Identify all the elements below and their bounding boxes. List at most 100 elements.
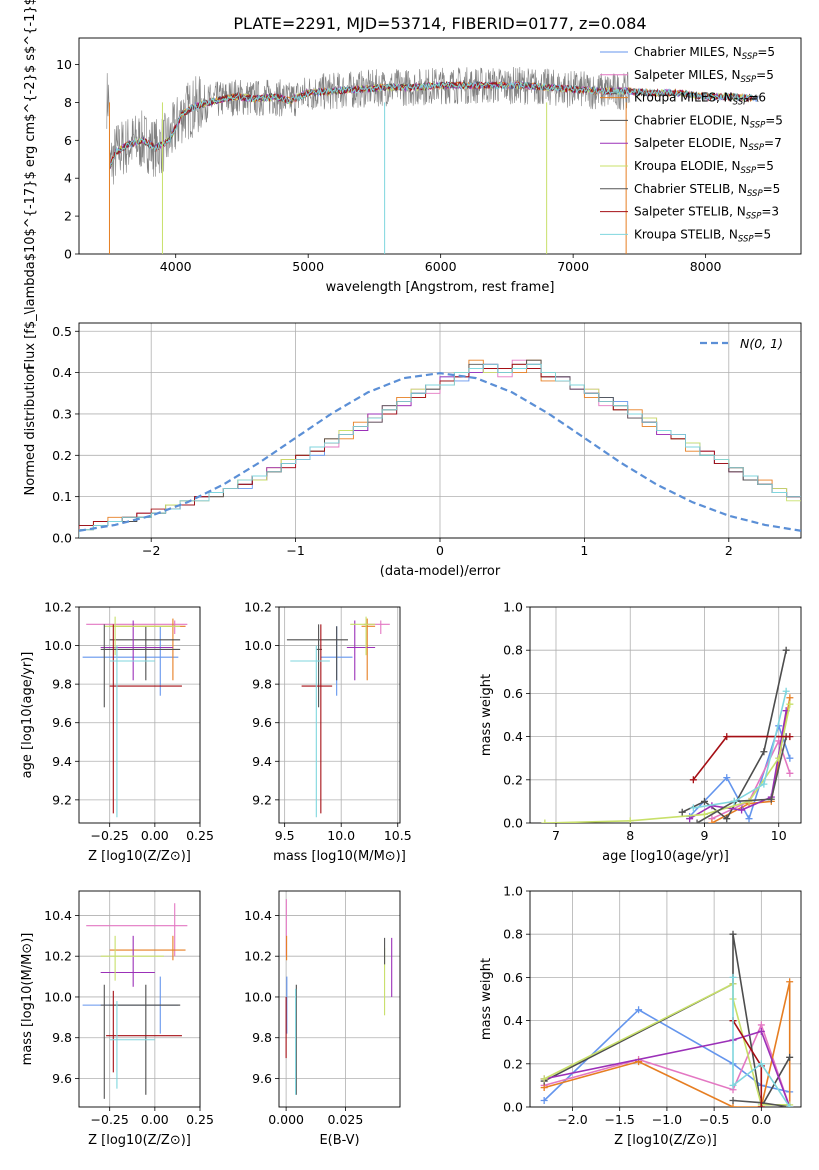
observed-spectrum bbox=[106, 66, 631, 185]
panel-z-age: −0.25 0.00 0.25 9.2 9.4 9.6 9.8 10.0 10.2 Z [log1… bbox=[20, 600, 214, 865]
plot-frame bbox=[78, 606, 201, 824]
panel-z-weight: −2.0 −1.5 −1.0 −0.5 0.0 0.0 0.2 0.4 0.6 0.8 1.0 Z [… bbox=[479, 884, 802, 1148]
x-tick-label: 0.0 bbox=[751, 1112, 771, 1127]
x-tick-label: 1 bbox=[580, 543, 588, 558]
x-tick-label: −0.25 bbox=[91, 828, 129, 843]
x-tick-label: 5000 bbox=[292, 259, 324, 274]
weight-point-marker bbox=[700, 797, 708, 805]
weight-point-marker bbox=[786, 700, 794, 708]
x-tick-label: 0.00 bbox=[141, 828, 169, 843]
y-tick-label: 0.2 bbox=[52, 448, 72, 463]
weight-point-marker bbox=[678, 808, 686, 816]
y-tick-label: 9.2 bbox=[52, 792, 72, 807]
y-tick-label: 10.2 bbox=[244, 949, 272, 964]
weight-point-marker bbox=[760, 780, 768, 788]
y-tick-label: 9.8 bbox=[252, 677, 272, 692]
weight-series-line bbox=[543, 981, 791, 1107]
weight-series-line bbox=[544, 704, 791, 823]
model-spectrum-line bbox=[109, 80, 753, 168]
model-spectrum-line bbox=[109, 80, 753, 168]
weight-point-marker bbox=[693, 819, 701, 823]
x-tick-label: −1 bbox=[286, 543, 304, 558]
weight-point-marker bbox=[730, 797, 738, 805]
plot-frame bbox=[529, 606, 802, 824]
y-axis-label: mass weight bbox=[479, 674, 494, 756]
y-tick-label: 9.2 bbox=[252, 792, 272, 807]
x-tick-label: −1.0 bbox=[652, 1112, 682, 1127]
weight-point-marker bbox=[689, 776, 697, 784]
y-tick-label: 0 bbox=[64, 247, 72, 262]
x-tick-label: 9.5 bbox=[275, 828, 295, 843]
x-tick-label: −1.5 bbox=[605, 1112, 635, 1127]
y-tick-label: 6 bbox=[64, 133, 72, 148]
y-tick-label: 10.0 bbox=[244, 638, 272, 653]
y-tick-label: 10.0 bbox=[44, 989, 72, 1004]
weight-series-line bbox=[681, 650, 787, 820]
x-tick-label: 10.5 bbox=[384, 828, 412, 843]
x-tick-label: 10.0 bbox=[327, 828, 355, 843]
y-tick-label: 9.4 bbox=[252, 754, 272, 769]
x-tick-label: 7 bbox=[552, 828, 560, 843]
panel-mass-age: 9.5 10.0 10.5 9.2 9.4 9.6 9.8 10.0 10.2 mass [log… bbox=[244, 600, 412, 865]
x-tick-label: 7000 bbox=[557, 259, 589, 274]
y-tick-label: 9.6 bbox=[52, 1071, 72, 1086]
weight-point-marker bbox=[729, 930, 737, 938]
y-tick-label: 0.8 bbox=[503, 643, 523, 658]
weight-point-marker bbox=[782, 687, 790, 695]
weight-point-marker bbox=[757, 1060, 765, 1068]
weight-point-marker bbox=[757, 1027, 765, 1035]
weight-point-marker bbox=[738, 806, 746, 814]
weight-point-marker bbox=[786, 1053, 794, 1061]
x-axis-label: (data-model)/error bbox=[380, 564, 501, 579]
spectrum-legend: Chabrier MILES, NSSP=5 Salpeter MILES, NS… bbox=[600, 45, 783, 244]
x-tick-label: −2.0 bbox=[557, 1112, 587, 1127]
y-tick-label: 10.4 bbox=[44, 908, 72, 923]
weight-point-marker bbox=[708, 819, 716, 823]
panel-residuals: −2 −1 0 1 2 0.0 0.1 0.2 0.3 0.4 0.5 (data-model)/er… bbox=[23, 322, 802, 579]
y-tick-label: 10.2 bbox=[44, 600, 72, 615]
x-tick-label: 0.025 bbox=[328, 1112, 364, 1127]
weight-point-marker bbox=[729, 1081, 737, 1089]
legend-label: Chabrier STELIB, NSSP=5 bbox=[634, 182, 780, 199]
legend-label: Salpeter STELIB, NSSP=3 bbox=[634, 205, 779, 222]
y-tick-label: 10.2 bbox=[44, 949, 72, 964]
model-spectrum-line bbox=[109, 80, 753, 169]
y-tick-label: 0.4 bbox=[503, 1013, 523, 1028]
y-tick-label: 0.6 bbox=[503, 970, 523, 985]
plot-frame bbox=[278, 606, 401, 824]
panel-ebv-mass: 0.000 0.025 9.6 9.8 10.0 10.2 10.4 E(B-V) bbox=[244, 890, 401, 1148]
x-tick-label: −0.5 bbox=[699, 1112, 729, 1127]
y-tick-label: 0.2 bbox=[503, 772, 523, 787]
y-tick-label: 0.6 bbox=[503, 686, 523, 701]
panel-spectrum: 4000 5000 6000 7000 8000 0 2 4 6 8 10 wavelength [A… bbox=[23, 0, 802, 370]
x-axis-label: mass [log10(M/M⊙)] bbox=[273, 849, 406, 864]
x-tick-label: 2 bbox=[725, 543, 733, 558]
y-tick-label: 10.4 bbox=[244, 908, 272, 923]
weight-point-marker bbox=[689, 804, 697, 812]
y-tick-label: 0.5 bbox=[52, 324, 72, 339]
weight-point-marker bbox=[723, 733, 731, 741]
x-tick-label: 10 bbox=[771, 828, 787, 843]
weight-point-marker bbox=[767, 795, 775, 803]
weight-point-marker bbox=[723, 774, 731, 782]
weight-point-marker bbox=[723, 815, 731, 823]
y-tick-label: 0.4 bbox=[52, 365, 72, 380]
plot-frame bbox=[278, 890, 401, 1108]
y-axis-label: Flux [f$_\lambda$10$^{-17}$ erg cm$^{-2}… bbox=[23, 0, 38, 370]
y-axis-label: age [log10(age/yr)] bbox=[20, 652, 35, 779]
legend-label: Chabrier ELODIE, NSSP=5 bbox=[634, 113, 783, 130]
y-tick-label: 10 bbox=[56, 57, 72, 72]
y-tick-label: 9.6 bbox=[52, 715, 72, 730]
histogram-series bbox=[79, 363, 801, 538]
y-tick-label: 9.8 bbox=[52, 1030, 72, 1045]
weight-point-marker bbox=[757, 1021, 765, 1029]
y-tick-label: 10.0 bbox=[44, 638, 72, 653]
legend-label: Chabrier MILES, NSSP=5 bbox=[634, 45, 775, 62]
y-tick-label: 0.0 bbox=[503, 1100, 523, 1115]
weight-point-marker bbox=[540, 1097, 548, 1105]
weight-point-marker bbox=[782, 646, 790, 654]
y-axis-label: mass [log10(M/M⊙)] bbox=[20, 933, 35, 1066]
weight-point-marker bbox=[635, 1006, 643, 1014]
y-tick-label: 9.6 bbox=[252, 715, 272, 730]
